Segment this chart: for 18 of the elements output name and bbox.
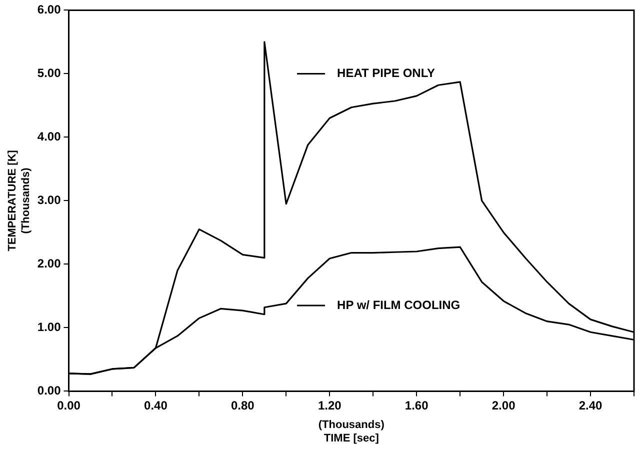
y-tick-label: 6.00 (37, 2, 62, 17)
y-tick-label: 0.00 (37, 384, 62, 398)
x-tick-label: 2.40 (578, 398, 603, 413)
x-tick-label: 0.80 (230, 398, 255, 413)
y-tick-label: 2.00 (37, 256, 62, 271)
x-axis-title: (Thousands) TIME [sec] (318, 419, 385, 444)
y-axis-title: TEMPERATURE [K] (Thousands) (6, 150, 32, 252)
y-tick-label: 3.00 (37, 193, 62, 208)
x-tick-label: 0.40 (144, 398, 168, 413)
x-tick-label: 1.60 (404, 398, 429, 413)
x-tick-label: 0.00 (57, 398, 81, 413)
x-tick-label: 1.20 (318, 398, 342, 413)
y-tick-label: 4.00 (37, 130, 62, 144)
y-tick-label: 1.00 (37, 320, 62, 334)
y-tick-label: 5.00 (37, 66, 62, 80)
legend-label: HEAT PIPE ONLY (337, 66, 436, 80)
x-tick-label: 2.00 (492, 398, 516, 413)
legend-label: HP w/ FILM COOLING (337, 298, 460, 312)
